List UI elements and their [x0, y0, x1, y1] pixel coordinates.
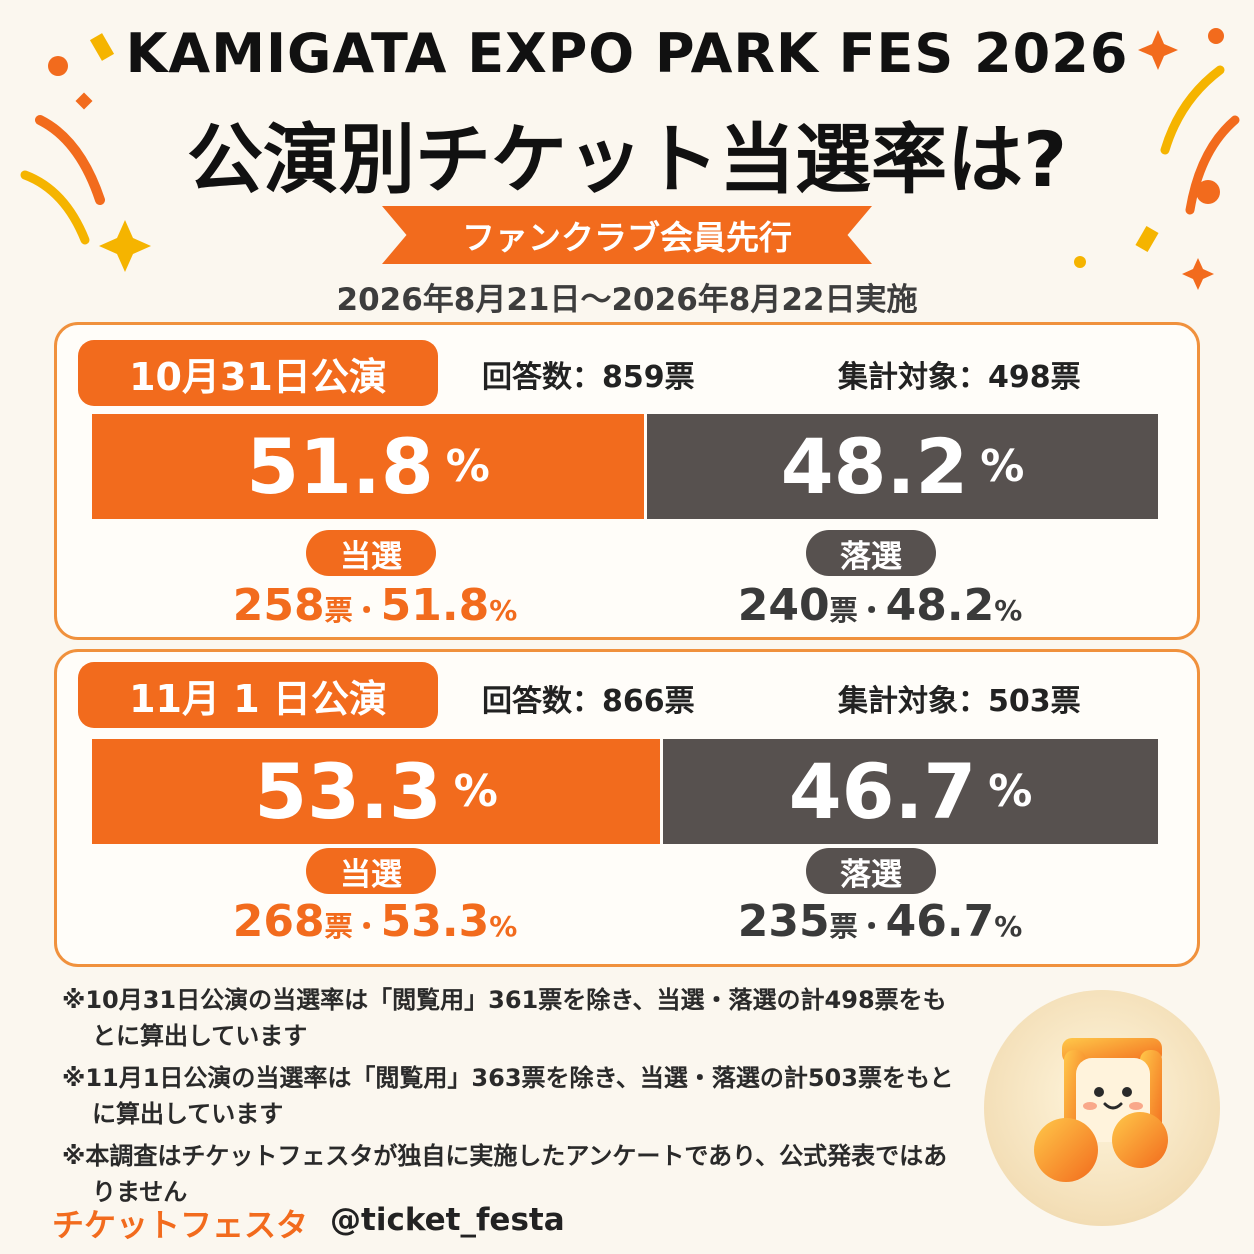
win-votes-1: 258 [232, 580, 325, 631]
lose-detail-2: 235票・46.7% [660, 896, 1100, 947]
title-japanese: 公演別チケット当選率は? [186, 115, 1068, 204]
music-note-mascot-icon [984, 990, 1220, 1226]
percent-unit: % [994, 594, 1023, 627]
survey-date-range: 2026年8月21日～2026年8月22日実施 [336, 282, 918, 318]
counted-votes-1: 集計対象：498票 [838, 360, 1081, 395]
win-detail-2: 268票・53.3% [155, 896, 595, 947]
win-votes-2: 268 [232, 896, 325, 947]
brand-name: チケットフェスタ [52, 1206, 309, 1244]
lose-votes-2: 235 [737, 896, 830, 947]
ribbon-text: ファンクラブ会員先行 [462, 218, 792, 257]
percent-unit: % [489, 594, 518, 627]
vote-unit: 票 [324, 594, 353, 627]
vote-unit: 票 [829, 594, 858, 627]
lose-detail-1: 240票・48.2% [660, 580, 1100, 631]
lose-votes-1: 240 [737, 580, 830, 631]
win-percent-sign-2: % [453, 766, 498, 817]
footnote-2: ※11月1日公演の当選率は「閲覧用」363票を除き、当選・落選の計503票をもと… [62, 1064, 954, 1128]
percent-unit: % [489, 910, 518, 943]
footnotes: ※10月31日公演の当選率は「閲覧用」361票を除き、当選・落選の計498票をも… [62, 982, 962, 1216]
footnote-3: ※本調査はチケットフェスタが独自に実施したアンケートであり、公式発表ではありませ… [62, 1142, 948, 1206]
win-percent-2: 53.3 [254, 747, 442, 836]
win-bar-2: 53.3% [92, 739, 660, 844]
separator: ・ [857, 910, 886, 943]
lose-detail-percent-1: 48.2 [885, 580, 995, 631]
lose-badge-2: 落選 [806, 848, 936, 894]
win-badge-1: 当選 [306, 530, 436, 576]
lose-percent-sign-1: % [980, 441, 1025, 492]
lose-percent-1: 48.2 [780, 422, 969, 511]
separator: ・ [857, 594, 886, 627]
lose-bar-1: 48.2% [647, 414, 1158, 519]
lose-detail-percent-2: 46.7 [885, 896, 995, 947]
fanclub-presale-ribbon: ファンクラブ会員先行 [382, 206, 872, 264]
performance-label-1: 10月31日公演 [78, 340, 438, 406]
vote-unit: 票 [829, 910, 858, 943]
win-detail-1: 258票・51.8% [155, 580, 595, 631]
separator: ・ [352, 910, 381, 943]
win-badge-2: 当選 [306, 848, 436, 894]
lose-percent-sign-2: % [988, 766, 1033, 817]
response-count-2: 回答数：866票 [482, 684, 695, 719]
separator: ・ [352, 594, 381, 627]
lose-badge-1: 落選 [806, 530, 936, 576]
win-bar-1: 51.8% [92, 414, 644, 519]
vote-unit: 票 [324, 910, 353, 943]
win-percent-sign-1: % [445, 441, 490, 492]
percent-unit: % [994, 910, 1023, 943]
lose-percent-2: 46.7 [788, 747, 977, 836]
title-english: KAMIGATA EXPO PARK FES 2026 [125, 22, 1129, 85]
performance-label-2: 11月 1 日公演 [78, 662, 438, 728]
confetti-decoration [20, 28, 1240, 290]
counted-votes-2: 集計対象：503票 [838, 684, 1081, 719]
lose-bar-2: 46.7% [663, 739, 1158, 844]
footnote-1: ※10月31日公演の当選率は「閲覧用」361票を除き、当選・落選の計498票をも… [62, 986, 947, 1050]
response-count-1: 回答数：859票 [482, 360, 695, 395]
win-detail-percent-2: 53.3 [380, 896, 490, 947]
win-detail-percent-1: 51.8 [380, 580, 490, 631]
social-handle: @ticket_festa [330, 1202, 565, 1238]
win-percent-1: 51.8 [246, 422, 434, 511]
